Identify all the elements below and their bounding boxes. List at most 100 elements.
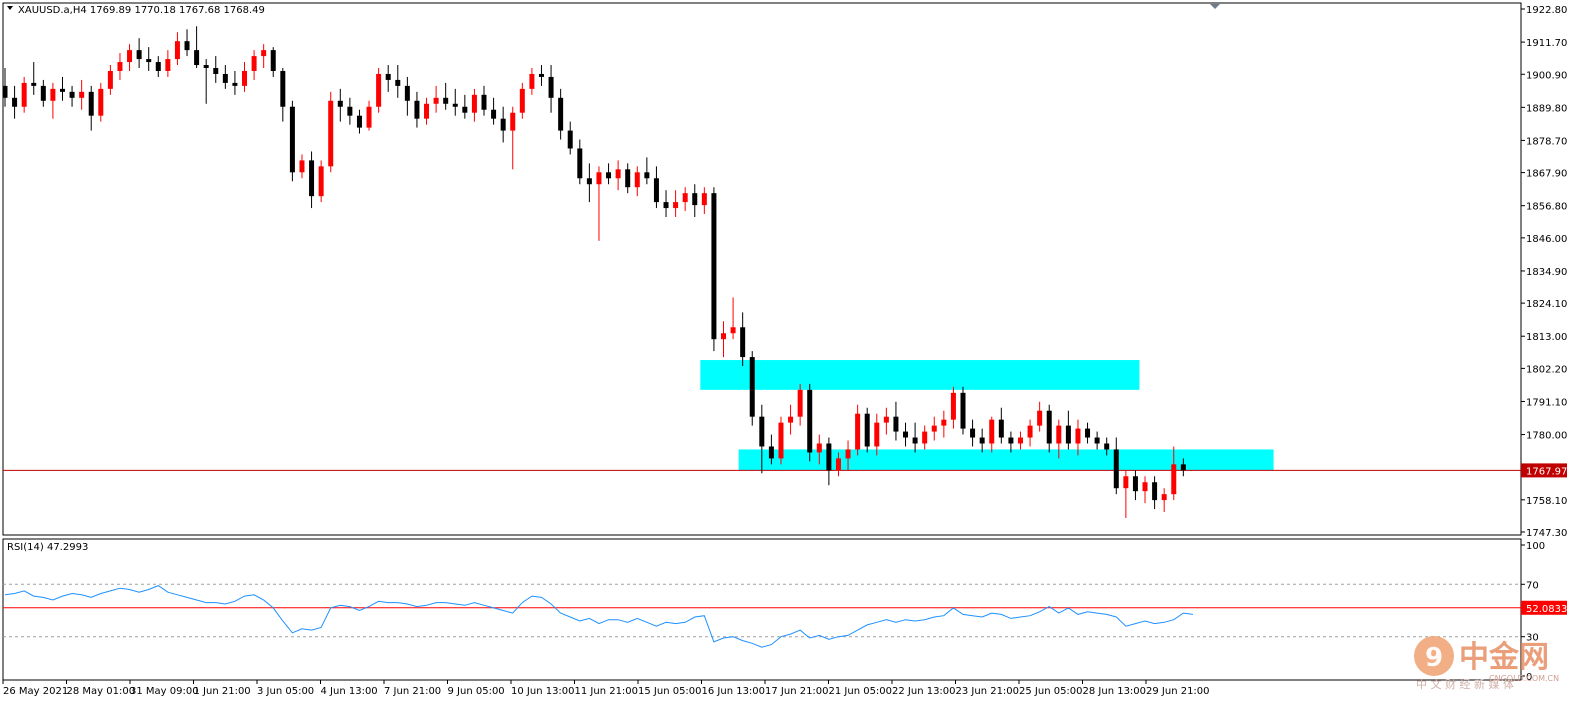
candle-body [1085,428,1091,438]
candle [558,88,564,140]
time-tick-label: 1 Jun 21:00 [194,686,251,697]
candle [759,404,765,474]
current-price-tag [1521,463,1567,478]
price-tick-label: 1791.10 [1526,397,1567,408]
candle [127,44,133,71]
candle-body [1027,425,1033,438]
candle-body [826,443,832,471]
candle [653,166,659,209]
candle-body [931,425,937,432]
candle [673,190,679,218]
candle [1008,431,1014,453]
shift-marker-icon[interactable] [1210,4,1220,9]
candle-body [117,62,123,71]
candle-body [644,172,650,179]
candle-body [88,91,94,116]
candle [1132,470,1138,501]
resistance-zone[interactable] [700,360,1140,390]
candle [251,50,257,80]
candle-body [174,41,180,60]
rsi-axis: 100 70 30 0 52.0833 [1521,541,1567,683]
candle-body [749,357,755,417]
candle-body [1161,494,1167,501]
candle [1075,419,1081,456]
candle [203,59,209,104]
candle [462,94,468,119]
support-resistance-zones [700,360,1274,471]
rsi-series [3,583,1521,648]
candle-body [433,97,439,104]
candle-body [586,178,592,185]
candle-body [883,416,889,423]
candle-body [79,91,85,98]
candle [414,91,420,128]
candle [586,163,592,203]
watermark-url: CNGOLD.COM.CN [1489,674,1559,683]
candle [1123,470,1129,518]
candle [21,76,27,113]
rsi-tick-label: 100 [1526,541,1545,552]
candle [232,70,238,95]
candle-body [577,148,583,179]
time-tick-label: 21 Jun 05:00 [829,686,893,697]
candle-body [768,446,774,459]
candle-body [1056,425,1062,444]
candle-body [740,327,746,358]
candle-body [625,169,631,188]
candle-body [59,88,65,92]
candle-body [807,389,813,453]
candle-body [1075,428,1081,444]
candle [443,82,449,110]
candle [941,410,947,438]
candle-body [299,160,305,173]
dropdown-triangle-icon[interactable] [7,6,13,10]
candle [1161,488,1167,513]
support-zone[interactable] [738,449,1274,471]
candle [874,413,880,456]
candle-body [721,333,726,340]
candle-body [567,130,573,149]
price-tick-label: 1878.70 [1526,136,1567,147]
candle [481,85,487,116]
candle-body [634,172,640,188]
candle [146,47,152,71]
candle [213,56,219,83]
candle [797,383,803,426]
price-tick-label: 1758.10 [1526,496,1567,507]
candle [931,416,937,441]
candlestick-series [2,26,1521,518]
candle-body [251,56,257,71]
time-tick-label: 9 Jun 05:00 [448,686,505,697]
rsi-panel[interactable] [2,538,1522,681]
candle [922,425,928,450]
candle [347,97,353,125]
candle [778,416,784,465]
candle [1094,431,1100,450]
time-tick-label: 23 Jun 21:00 [956,686,1020,697]
candle [98,82,104,122]
candle-body [1094,437,1100,444]
price-tick-label: 1856.80 [1526,202,1567,213]
candle-body [960,392,966,429]
candle [500,106,506,143]
candle-body [912,437,918,444]
candle-body [318,166,324,197]
candle [270,47,276,77]
candle-body [356,115,362,128]
candle-body [1046,410,1052,444]
candle-body [471,94,477,113]
candle [1017,431,1023,450]
candle [826,437,832,486]
candle [912,422,918,453]
candle [289,100,295,182]
candle [136,38,142,69]
candle-body [155,62,161,71]
candle [318,160,324,203]
candle [165,50,171,77]
candle-body [816,443,822,453]
candle [356,109,362,134]
candle [1180,458,1186,477]
candle-body [682,193,688,203]
